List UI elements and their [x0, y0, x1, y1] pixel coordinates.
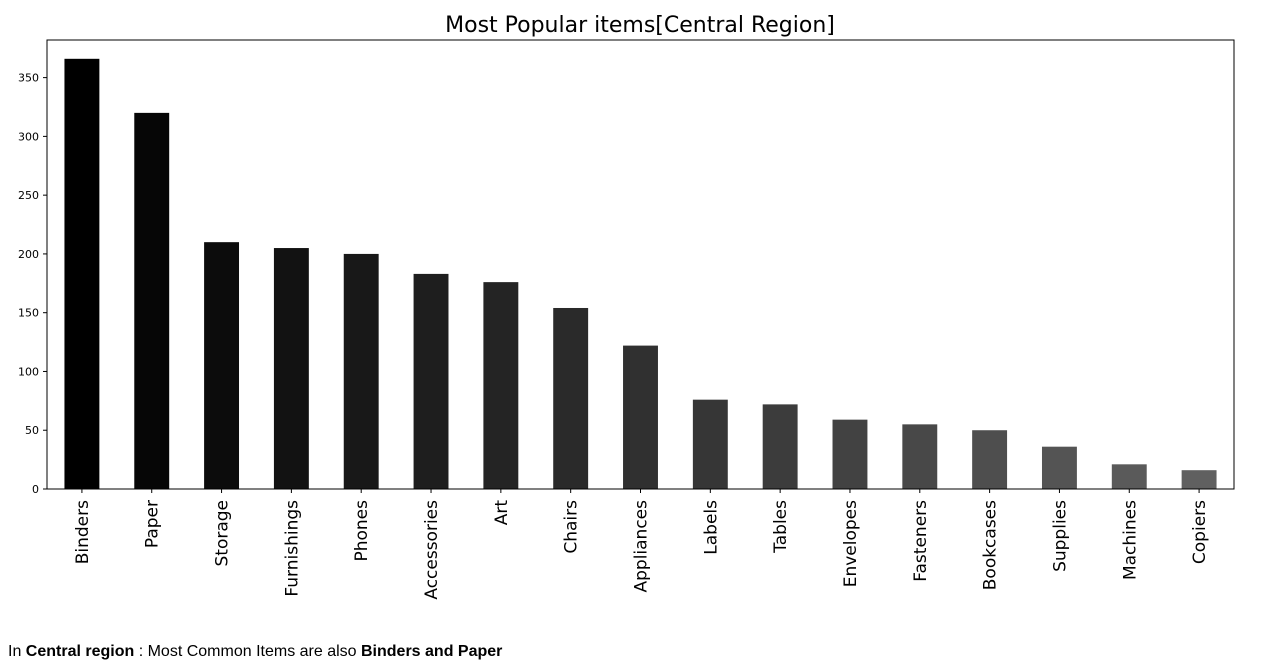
bar-phones: [343, 253, 379, 489]
bar-supplies: [1041, 446, 1077, 489]
caption-middle: : Most Common Items are also: [134, 643, 361, 660]
x-tick-label-chairs: Chairs: [562, 500, 582, 554]
x-tick-label-paper: Paper: [143, 500, 163, 548]
bar-art: [483, 282, 519, 489]
bar-furnishings: [273, 248, 309, 489]
x-tick-label-envelopes: Envelopes: [841, 500, 861, 587]
x-tick-label-labels: Labels: [701, 500, 721, 555]
bar-chairs: [553, 307, 589, 489]
x-tick-label-tables: Tables: [771, 500, 791, 554]
caption: In Central region : Most Common Items ar…: [8, 643, 502, 661]
bar-fasteners: [902, 424, 938, 489]
x-tick-label-art: Art: [492, 500, 512, 526]
bar-appliances: [623, 345, 658, 489]
bar-copiers: [1181, 470, 1217, 489]
bar-binders: [64, 58, 100, 490]
bar-labels: [692, 399, 728, 489]
x-axis: Binders Paper Storage Furnishings Phones Acce…: [73, 489, 1210, 600]
x-tick-label-fasteners: Fasteners: [911, 500, 931, 582]
bar-tables: [762, 404, 798, 489]
y-tick-label-300: 300: [18, 130, 39, 143]
bar-bookcases: [972, 430, 1008, 489]
x-tick-label-machines: Machines: [1120, 500, 1140, 580]
x-tick-label-copiers: Copiers: [1190, 500, 1210, 564]
bar-accessories: [413, 273, 449, 489]
x-tick-label-storage: Storage: [213, 500, 233, 567]
bar-chart: Most Popular items[Central Region] 0 50 10…: [18, 13, 1235, 600]
y-tick-label-250: 250: [18, 189, 39, 202]
x-tick-label-binders: Binders: [73, 500, 93, 564]
y-axis: 0 50 100 150 200 250 300 350: [18, 72, 47, 496]
bar-machines: [1111, 464, 1147, 489]
x-tick-label-furnishings: Furnishings: [282, 500, 302, 597]
caption-region: Central region: [25, 643, 135, 660]
y-tick-label-200: 200: [18, 248, 39, 261]
bar-envelopes: [832, 419, 868, 489]
y-tick-label-100: 100: [18, 365, 39, 378]
x-tick-label-bookcases: Bookcases: [981, 500, 1001, 590]
x-tick-label-supplies: Supplies: [1050, 500, 1070, 572]
plot-frame: [46, 39, 1235, 490]
y-tick-label-350: 350: [18, 72, 39, 85]
y-tick-label-150: 150: [18, 307, 39, 320]
bars-group: [64, 58, 1217, 490]
y-tick-label-0: 0: [32, 483, 39, 496]
x-tick-label-appliances: Appliances: [632, 500, 652, 593]
caption-items: Binders and Paper: [361, 643, 503, 660]
x-tick-label-phones: Phones: [352, 500, 372, 562]
chart-title: Most Popular items[Central Region]: [445, 13, 835, 38]
caption-prefix: In: [8, 643, 26, 660]
x-tick-label-accessories: Accessories: [422, 500, 442, 600]
y-tick-label-50: 50: [25, 424, 39, 437]
bar-storage: [204, 242, 240, 489]
bar-paper: [134, 112, 170, 490]
